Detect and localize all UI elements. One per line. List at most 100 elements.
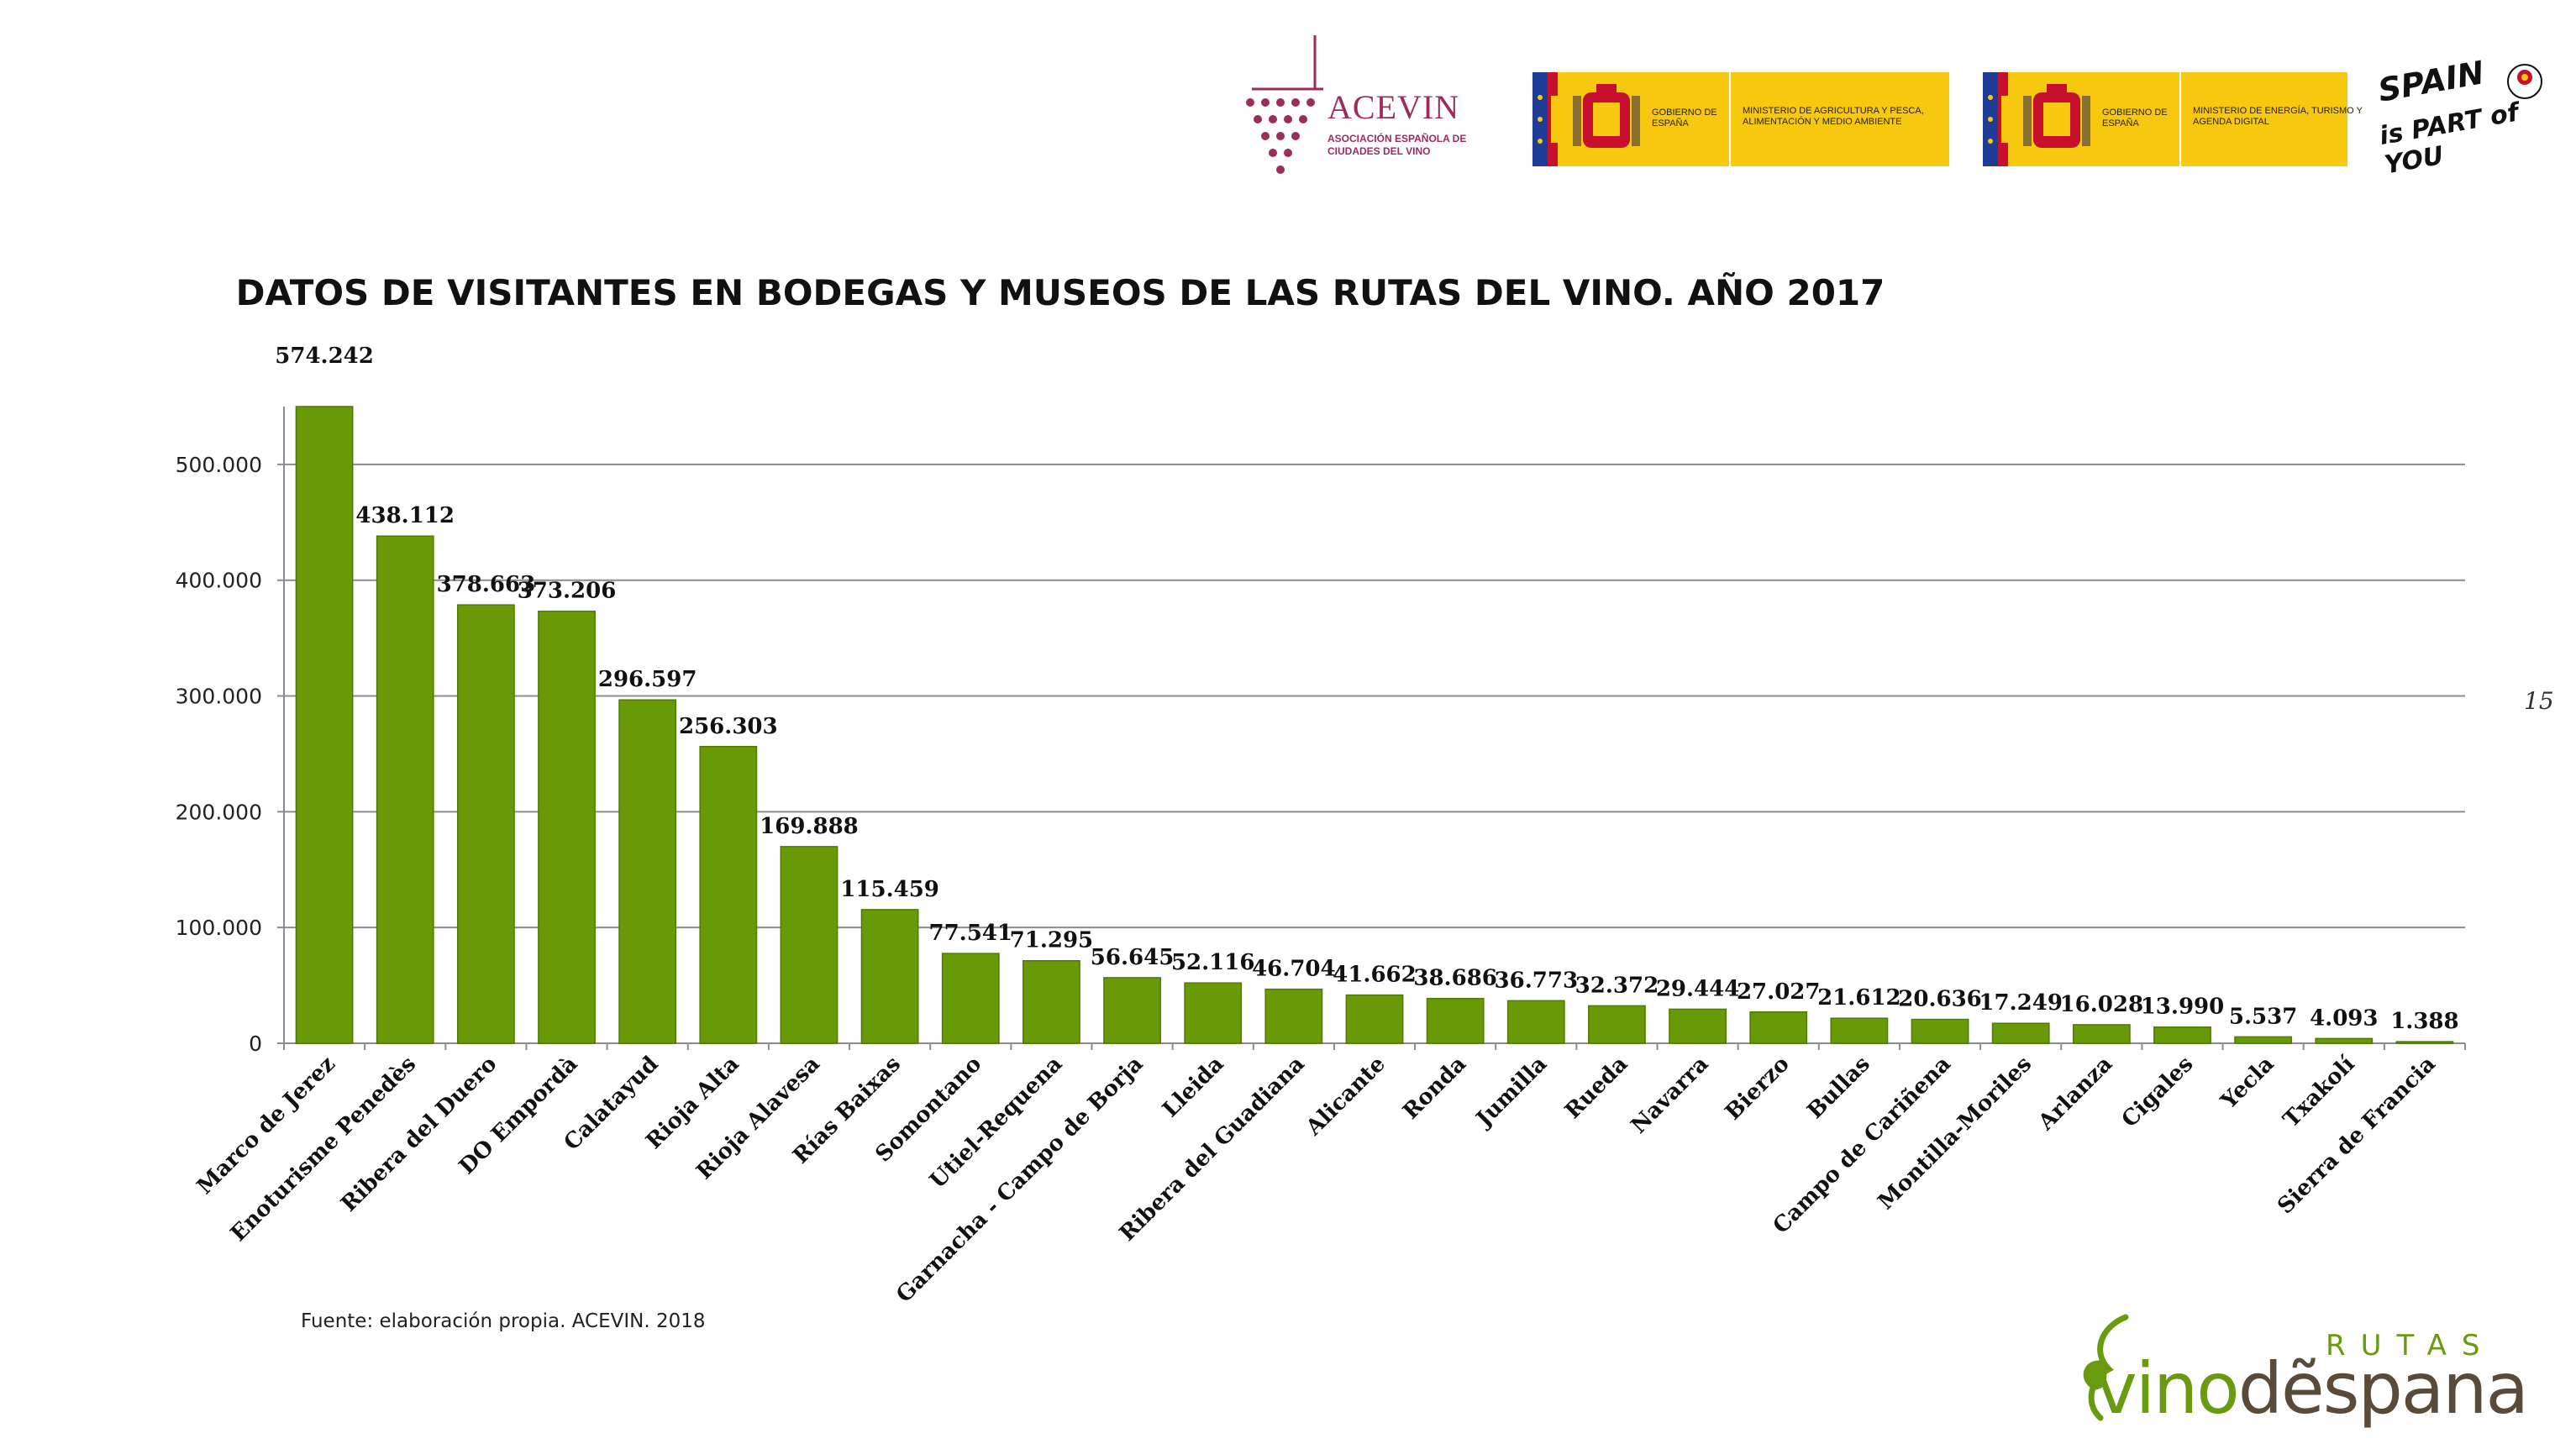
bar	[376, 535, 434, 1044]
data-label: 373.206	[518, 579, 617, 604]
data-label: 169.888	[760, 814, 859, 839]
bar	[1023, 959, 1080, 1044]
data-label: 438.112	[355, 503, 455, 528]
x-tick-label: Marco de Jerez	[192, 1052, 340, 1200]
x-tick-label: Bullas	[1802, 1052, 1874, 1124]
gridlines	[277, 407, 2466, 1050]
bar	[1669, 1008, 1727, 1044]
coat-of-arms-icon	[1573, 84, 1640, 148]
bar	[2153, 1026, 2211, 1044]
bar	[860, 909, 919, 1044]
data-label: 256.303	[679, 714, 778, 739]
y-tick-label: 300.000	[176, 685, 262, 709]
bar	[1184, 982, 1243, 1044]
x-tick-label: Lleida	[1158, 1052, 1229, 1123]
bar	[941, 953, 1000, 1044]
eu-flag-icon	[1532, 72, 1558, 166]
coat-of-arms-icon	[2023, 84, 2090, 148]
bar	[1830, 1017, 1889, 1044]
x-tick-label: Alicante	[1301, 1052, 1391, 1142]
acevin-name: ACEVIN	[1327, 88, 1460, 126]
acevin-subtitle: Asociación Española de Ciudades del Vino	[1327, 133, 1467, 157]
vino-de-espana-word: vinodẽspana	[2095, 1351, 2529, 1426]
x-tick-label: Yecla	[2216, 1052, 2279, 1115]
data-label: 296.597	[598, 667, 697, 692]
gobierno-label: Gobierno de España	[2102, 108, 2168, 129]
data-label: 77.541	[929, 921, 1013, 946]
x-tick-label: Cigales	[2117, 1052, 2199, 1133]
data-label: 38.686	[1413, 966, 1497, 991]
data-label: 56.645	[1091, 945, 1175, 970]
data-label: 27.027	[1737, 979, 1821, 1005]
data-label: 71.295	[1010, 928, 1094, 953]
data-label: 46.704	[1252, 957, 1336, 982]
data-label: 29.444	[1656, 976, 1740, 1001]
y-tick-label: 0	[249, 1032, 262, 1056]
rutas-word: RUTAS	[2326, 1329, 2495, 1362]
de-part: d	[2237, 1347, 2283, 1430]
ministerio-label: Ministerio de Agricultura y Pesca, Alime…	[1743, 106, 1924, 127]
y-axis-ticks: 0 100.000 200.000 300.000 400.000 500.000	[176, 453, 262, 1056]
gobierno-agricultura-logo: Gobierno de España Ministerio de Agricul…	[1532, 72, 1949, 166]
data-label: 20.636	[1898, 987, 1982, 1012]
x-tick-label: Txakolí	[2279, 1052, 2360, 1133]
data-label: 16.028	[2060, 992, 2144, 1017]
data-label: 36.773	[1495, 968, 1579, 993]
acevin-logo: ACEVIN Asociación Española de Ciudades d…	[1235, 30, 1504, 181]
bar	[295, 406, 354, 1044]
spain-is-part-of-you-logo: SPAIN is PART of YOU	[2369, 54, 2546, 180]
x-tick-label: Ronda	[1398, 1052, 1471, 1125]
data-label: 574.242	[275, 344, 374, 369]
grape-cluster-icon	[1246, 35, 1323, 174]
bar	[1345, 994, 1404, 1044]
y-tick-label: 400.000	[176, 569, 262, 593]
bar	[2315, 1037, 2374, 1044]
x-tick-label: Sierra de Francia	[2273, 1052, 2441, 1220]
bar	[2072, 1024, 2131, 1044]
bar	[1991, 1022, 2050, 1044]
x-tick-label: Rueda	[1560, 1052, 1632, 1124]
bar	[538, 610, 596, 1044]
bar	[1426, 997, 1485, 1044]
bar	[1264, 988, 1323, 1044]
x-tick-label: Jumilla	[1470, 1052, 1552, 1133]
bar	[2234, 1036, 2293, 1044]
data-label: 21.612	[1817, 985, 1901, 1011]
bar	[618, 699, 677, 1044]
x-tick-label: Navarra	[1627, 1052, 1714, 1139]
ministerio-label: Ministerio de Energía, Turismo y Agenda …	[2193, 106, 2363, 127]
bar	[1749, 1011, 1808, 1044]
bars	[295, 406, 2454, 1044]
bar	[1588, 1005, 1646, 1044]
x-tick-label: Montilla-Moriles	[1874, 1052, 2037, 1215]
header-logos: ACEVIN Asociación Española de Ciudades d…	[0, 0, 2576, 193]
eu-flag-icon	[1983, 72, 2008, 166]
bar	[780, 846, 839, 1044]
sun-icon	[2507, 64, 2542, 99]
rutas-del-vino-logo: RUTAS vinodẽspana	[2075, 1310, 2529, 1428]
data-label: 1.388	[2390, 1009, 2458, 1034]
data-label: 378.663	[437, 572, 536, 597]
bar	[699, 746, 758, 1044]
bar	[1103, 977, 1161, 1044]
x-tick-label: Bierzo	[1721, 1052, 1795, 1126]
data-label: 32.372	[1575, 973, 1659, 998]
page-number: 15	[2524, 687, 2554, 715]
bar	[1506, 1000, 1565, 1044]
data-label: 17.249	[1979, 990, 2063, 1016]
data-label: 115.459	[840, 877, 939, 902]
data-label: 4.093	[2310, 1005, 2378, 1031]
data-label: 52.116	[1171, 950, 1255, 975]
vino-part: vino	[2095, 1347, 2240, 1430]
y-tick-label: 500.000	[176, 453, 262, 477]
bar	[1911, 1018, 1969, 1044]
x-tick-label: Ribera del Duero	[336, 1052, 502, 1217]
x-tick-label: Arlanza	[2033, 1052, 2118, 1137]
vine-leaf-icon	[2083, 1314, 2129, 1421]
gobierno-label: Gobierno de España	[1652, 108, 1717, 129]
gov-divider	[2179, 72, 2181, 166]
chart-title: DATOS DE VISITANTES EN BODEGAS Y MUSEOS …	[236, 271, 1885, 313]
